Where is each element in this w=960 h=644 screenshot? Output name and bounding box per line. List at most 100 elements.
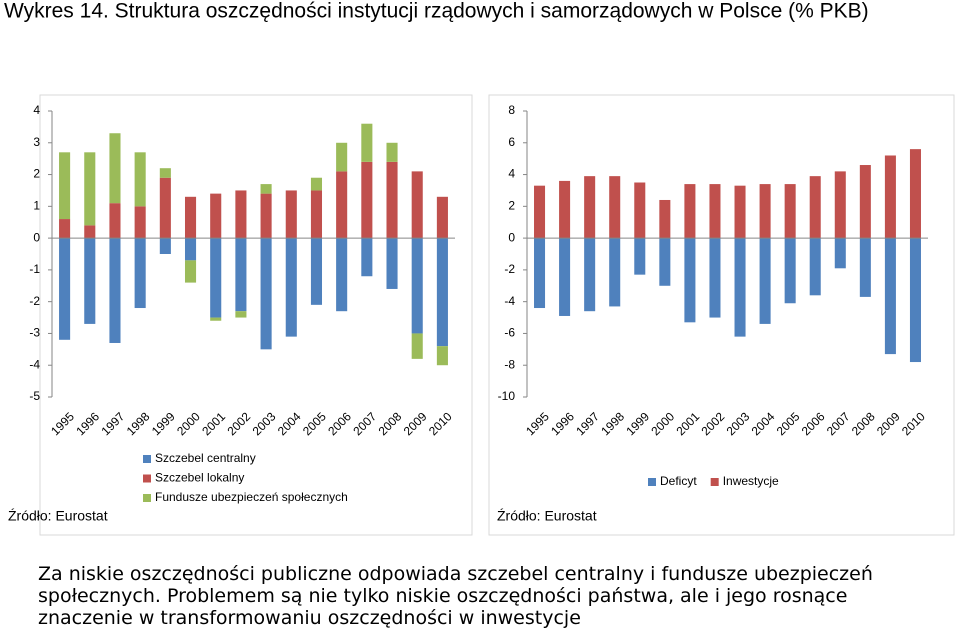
bar (336, 238, 348, 312)
x-tick-label: 1997 (99, 409, 128, 438)
legend-label: Inwestycje (723, 474, 779, 488)
bar (734, 185, 746, 239)
bar (436, 196, 448, 239)
x-tick-label: 1995 (523, 409, 552, 438)
bar (584, 176, 596, 239)
x-tick-label: 2001 (199, 409, 228, 438)
x-tick-label: 1999 (623, 409, 652, 438)
x-tick-label: 1998 (598, 409, 627, 438)
legend-label: Fundusze ubezpieczeń społecznych (155, 490, 348, 504)
x-tick-label: 2004 (749, 409, 778, 438)
bar (859, 165, 871, 239)
bar (285, 238, 297, 337)
x-tick-label: 1996 (548, 409, 577, 438)
x-tick-label: 2006 (799, 409, 828, 438)
y-tick-label: 3 (33, 135, 40, 149)
bar (436, 346, 448, 366)
bar (386, 161, 398, 239)
bar (734, 238, 746, 337)
bar (134, 206, 146, 239)
y-tick-label: -3 (29, 326, 40, 340)
bar (634, 182, 646, 239)
bar (909, 238, 921, 363)
bar (109, 203, 121, 239)
y-tick-label: 6 (508, 135, 515, 149)
legend-label: Szczebel lokalny (155, 471, 244, 485)
x-tick-label: 2007 (350, 409, 379, 438)
bar (84, 225, 96, 239)
chart-title: Wykres 14. Struktura oszczędności instyt… (4, 0, 869, 23)
bar (159, 177, 171, 239)
legend-swatch (648, 478, 656, 486)
legend-swatch (710, 478, 719, 486)
bar (659, 199, 671, 239)
bar (411, 238, 423, 334)
bar (260, 193, 272, 239)
panel (39, 94, 473, 536)
bar (559, 180, 571, 239)
x-tick-label: 2009 (874, 409, 903, 438)
bar (260, 238, 272, 350)
y-tick-label: 0 (33, 230, 40, 244)
bar (884, 155, 896, 239)
bar (235, 190, 247, 239)
bar (659, 238, 671, 286)
bar (134, 238, 146, 309)
x-tick-label: 1996 (73, 409, 102, 438)
bar (609, 238, 621, 307)
legend-swatch (143, 494, 151, 502)
x-tick-label: 2010 (426, 409, 455, 438)
x-tick-label: 1997 (573, 409, 602, 438)
y-tick-label: -4 (29, 357, 40, 371)
bar (59, 238, 71, 340)
bar (709, 184, 721, 239)
x-tick-label: 2003 (724, 409, 753, 438)
x-tick-label: 2005 (774, 409, 803, 438)
bar (285, 190, 297, 239)
source: Źródło: Eurostat (497, 508, 597, 524)
y-tick-label: -6 (504, 326, 515, 340)
y-tick-label: -5 (29, 389, 40, 403)
chart: Wykres 14. Struktura oszczędności instyt… (4, 0, 955, 536)
legend-label: Deficyt (660, 474, 697, 488)
bar (684, 238, 696, 323)
x-tick-label: 2010 (899, 409, 928, 438)
y-tick-label: -8 (504, 357, 515, 371)
x-tick-label: 1998 (124, 409, 153, 438)
bar (84, 238, 96, 324)
y-tick-label: -1 (29, 262, 40, 276)
bar (310, 190, 323, 239)
x-tick-label: 2009 (401, 409, 430, 438)
bar (436, 238, 448, 347)
x-tick-label: 2000 (174, 409, 203, 438)
bar (184, 238, 197, 261)
bar (361, 161, 373, 239)
bar (184, 196, 197, 239)
bar (361, 123, 373, 162)
bar (210, 193, 222, 239)
y-tick-label: 2 (33, 167, 40, 181)
y-tick-label: 4 (33, 103, 40, 117)
bar (184, 260, 197, 283)
x-tick-label: 2002 (224, 409, 253, 438)
bar (109, 238, 121, 343)
x-tick-label: 1999 (149, 409, 178, 438)
legend-swatch (143, 455, 151, 463)
y-tick-label: -2 (504, 262, 515, 276)
bar (59, 152, 71, 220)
bar (884, 238, 896, 355)
bar (210, 317, 222, 321)
bar (534, 238, 546, 309)
bar (809, 176, 821, 239)
y-tick-label: 8 (508, 103, 515, 117)
bar (709, 238, 721, 318)
bar (260, 184, 272, 194)
bar (134, 152, 146, 207)
x-tick-label: 2006 (325, 409, 354, 438)
x-tick-label: 2005 (300, 409, 329, 438)
bar (84, 152, 96, 226)
bar (784, 238, 796, 304)
bar (386, 142, 398, 162)
bar (909, 149, 921, 239)
bar (210, 238, 222, 318)
